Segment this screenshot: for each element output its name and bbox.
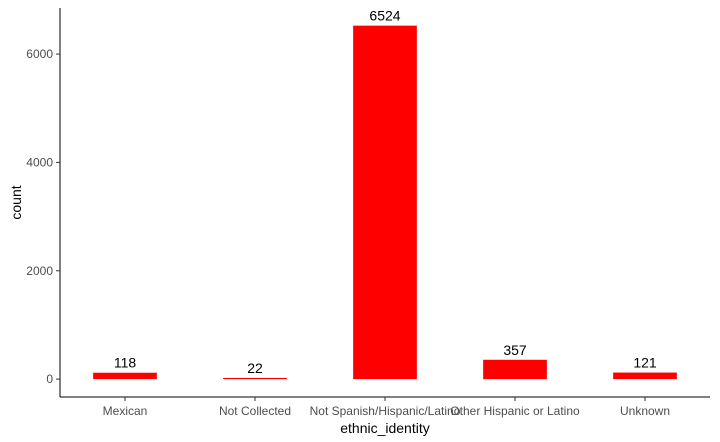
- data-label-1: 22: [247, 360, 263, 376]
- y-tick-label-3: 6000: [26, 47, 53, 61]
- bar-4: [613, 372, 677, 380]
- x-tick-label-2: Not Spanish/Hispanic/Latino: [310, 404, 461, 418]
- data-label-4: 121: [633, 355, 657, 371]
- bar-1: [223, 377, 287, 380]
- y-axis-ticks: 0 2000 4000 6000: [26, 47, 60, 386]
- bars-group: [93, 25, 677, 380]
- bar-0: [93, 372, 157, 380]
- data-label-3: 357: [503, 342, 527, 358]
- x-tick-label-1: Not Collected: [219, 404, 291, 418]
- y-tick-label-0: 0: [46, 372, 53, 386]
- y-tick-label-1: 2000: [26, 264, 53, 278]
- x-tick-label-0: Mexican: [103, 404, 148, 418]
- x-axis-ticks: Mexican Not Collected Not Spanish/Hispanic…: [103, 397, 670, 418]
- bar-3: [483, 359, 547, 380]
- data-label-0: 118: [114, 355, 137, 371]
- bar-2: [353, 25, 417, 380]
- x-tick-label-4: Unknown: [620, 404, 670, 418]
- x-tick-label-3: Other Hispanic or Latino: [450, 404, 580, 418]
- data-labels-group: 118 22 6524 357 121: [114, 8, 657, 376]
- x-axis-title: ethnic_identity: [340, 420, 430, 436]
- data-label-2: 6524: [369, 8, 400, 24]
- y-tick-label-2: 4000: [26, 155, 53, 169]
- y-axis-title: count: [8, 185, 24, 219]
